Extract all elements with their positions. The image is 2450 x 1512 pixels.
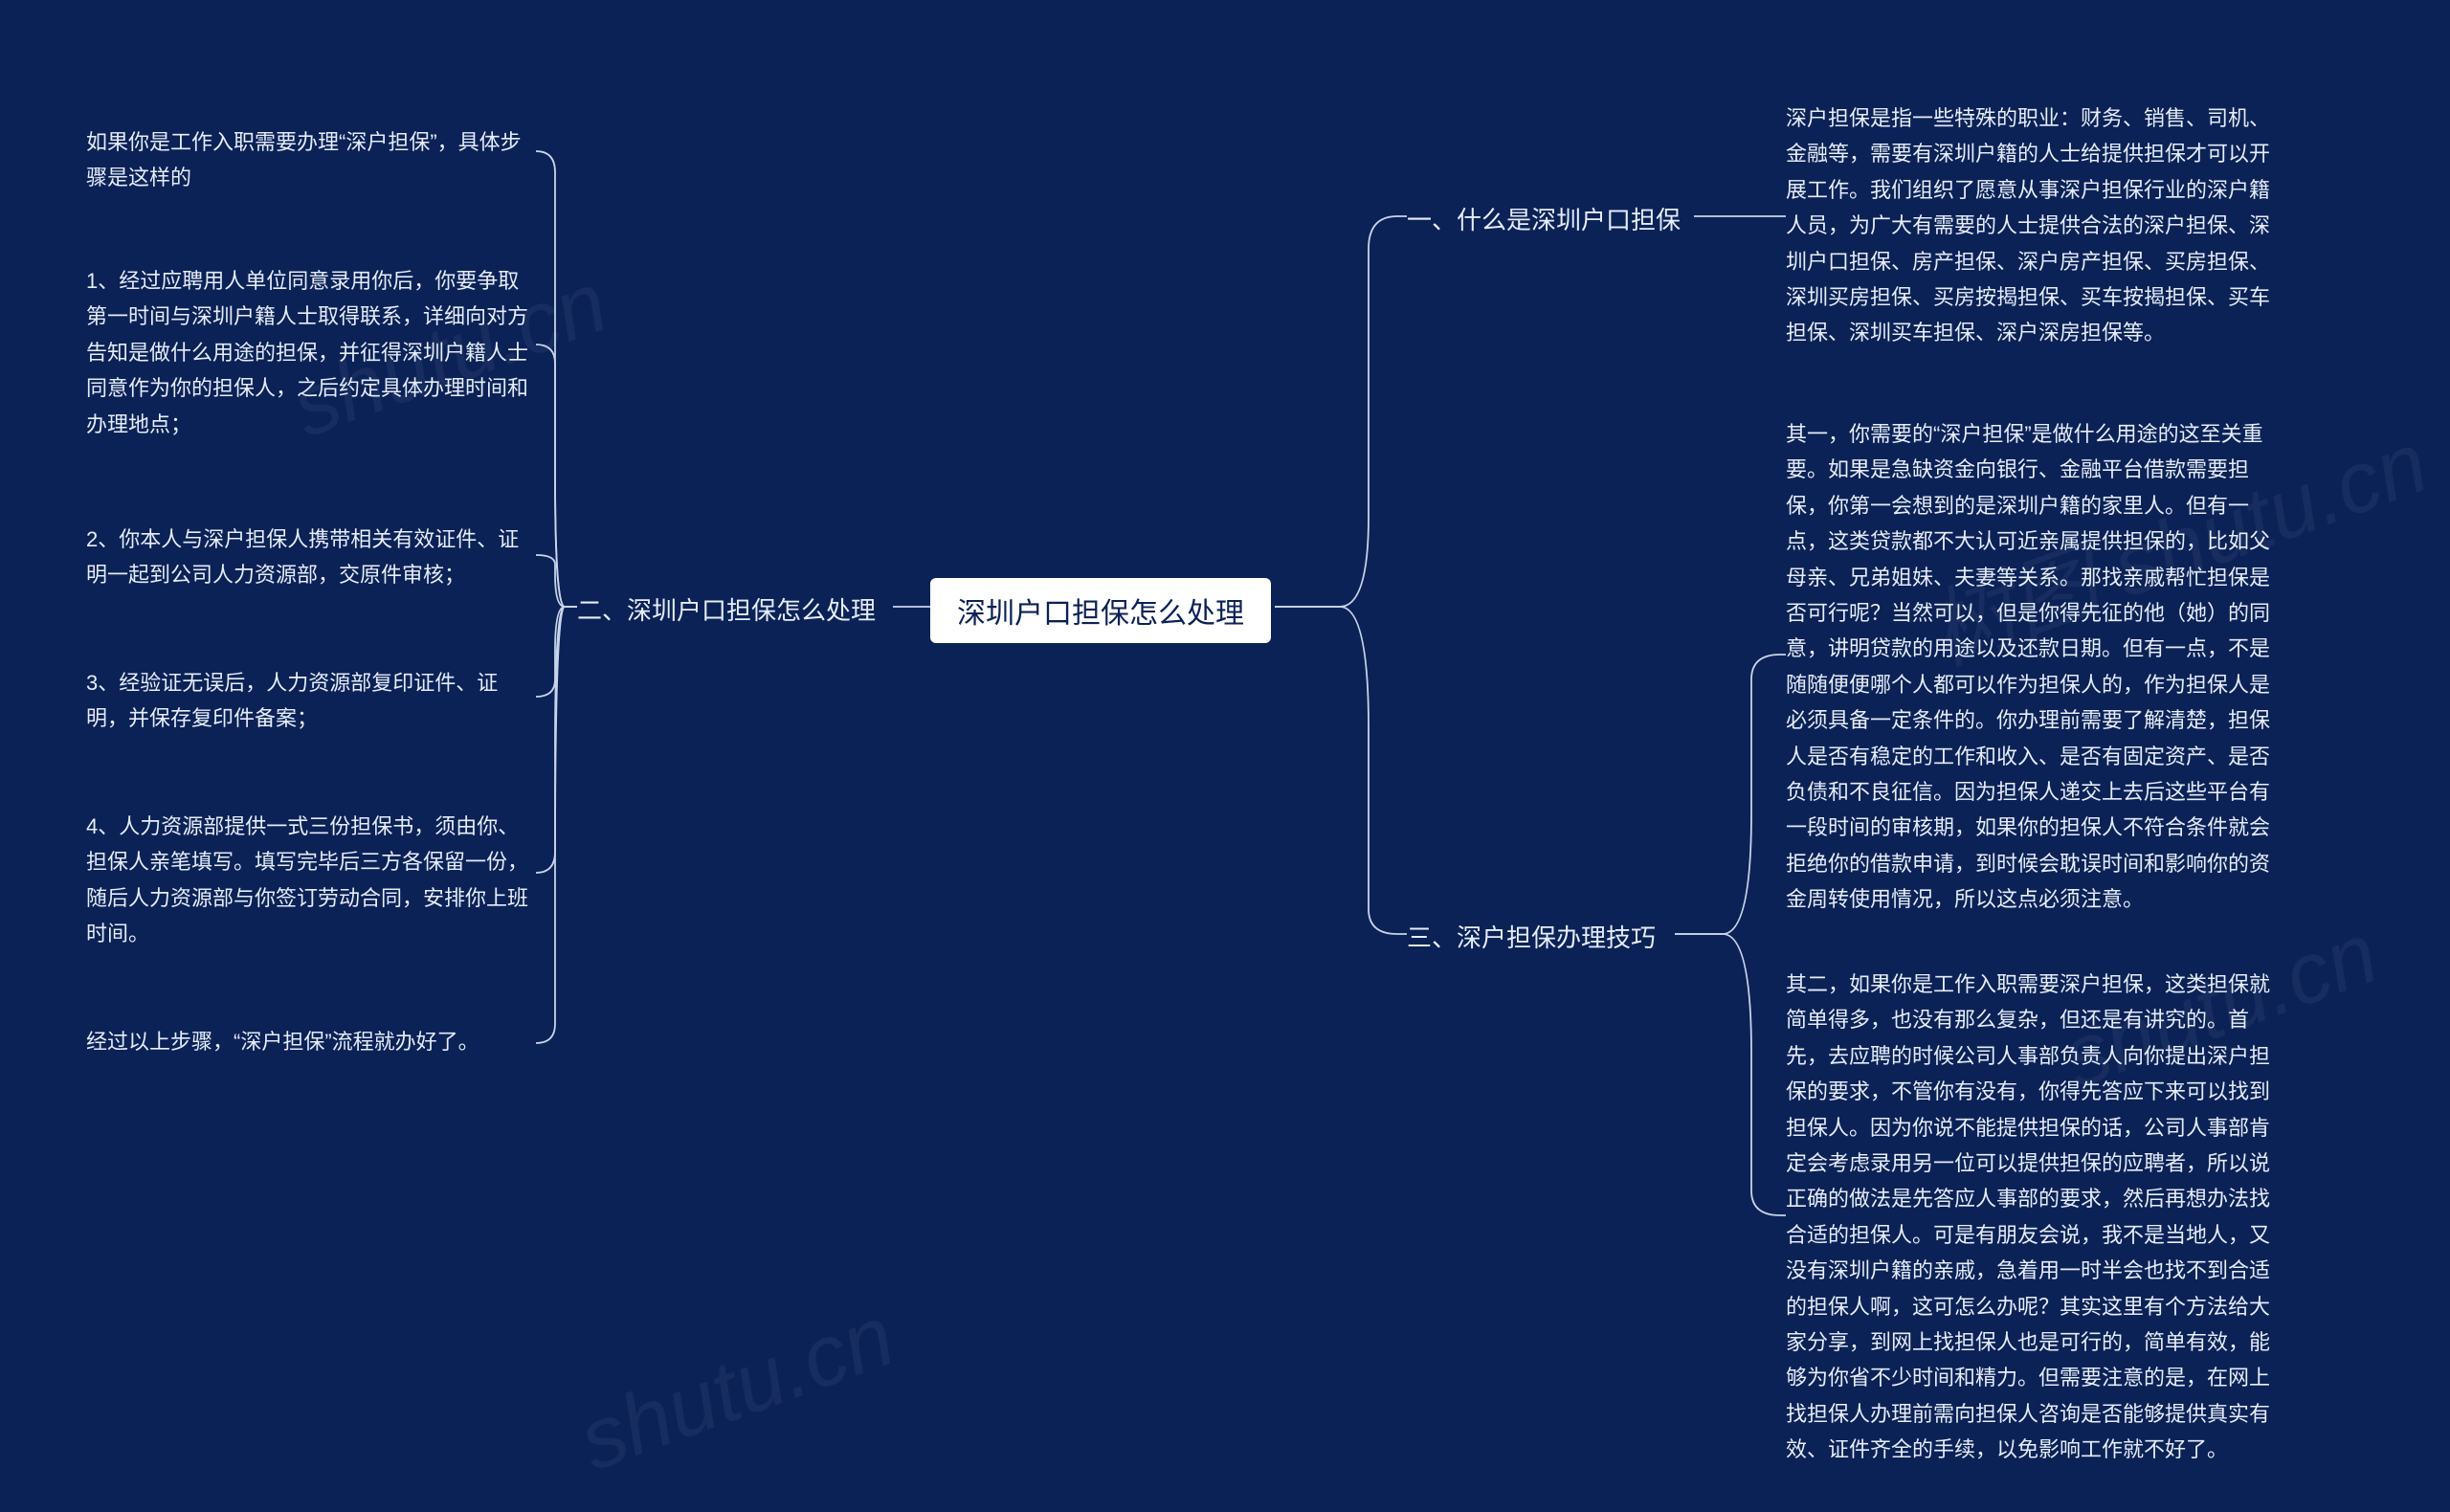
- leaf-right-1-1: 深户担保是指一些特殊的职业：财务、销售、司机、金融等，需要有深圳户籍的人士给提供…: [1786, 100, 2283, 351]
- branch-label-right-2[interactable]: 三、深户担保办理技巧: [1407, 919, 1656, 954]
- connector: [1275, 607, 1407, 934]
- leaf-left-1: 如果你是工作入职需要办理“深户担保”，具体步骤是这样的: [86, 124, 536, 196]
- branch-label-left[interactable]: 二、深圳户口担保怎么处理: [577, 591, 876, 627]
- leaf-left-2: 1、经过应聘用人单位同意录用你后，你要争取第一时间与深圳户籍人士取得联系，详细向…: [86, 263, 536, 442]
- leaf-left-4: 3、经验证无误后，人力资源部复印证件、证明，并保存复印件备案；: [86, 665, 536, 737]
- connector: [536, 607, 577, 873]
- leaf-right-2-1: 其一，你需要的“深户担保”是做什么用途的这至关重要。如果是急缺资金向银行、金融平…: [1786, 416, 2283, 917]
- center-node[interactable]: 深圳户口担保怎么处理: [930, 578, 1271, 643]
- connector: [536, 555, 577, 607]
- leaf-left-3: 2、你本人与深户担保人携带相关有效证件、证明一起到公司人力资源部，交原件审核；: [86, 522, 536, 593]
- leaf-left-5: 4、人力资源部提供一式三份担保书，须由你、担保人亲笔填写。填写完毕后三方各保留一…: [86, 809, 536, 952]
- connector: [536, 607, 577, 697]
- connector: [1675, 655, 1786, 934]
- watermark: shutu.cn: [568, 1287, 907, 1491]
- connector: [536, 607, 577, 1043]
- connector: [1275, 216, 1407, 607]
- connector: [1675, 934, 1786, 1215]
- connector: [536, 345, 577, 607]
- connector: [536, 151, 577, 607]
- leaf-right-2-2: 其二，如果你是工作入职需要深户担保，这类担保就简单得多，也没有那么复杂，但还是有…: [1786, 967, 2283, 1467]
- leaf-left-6: 经过以上步骤，“深户担保”流程就办好了。: [86, 1024, 536, 1059]
- branch-label-right-1[interactable]: 一、什么是深圳户口担保: [1407, 201, 1681, 236]
